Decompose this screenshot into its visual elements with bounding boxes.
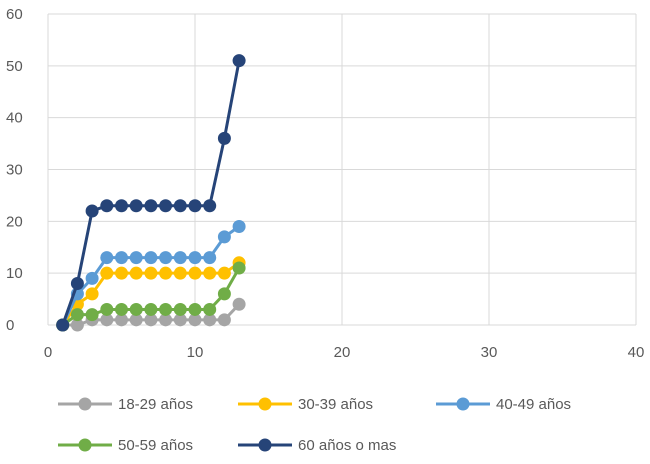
data-point [144,302,158,316]
data-point [173,266,187,280]
y-tick-label: 10 [6,265,23,282]
data-point [188,251,202,265]
data-point [173,251,187,265]
legend-item: 18-29 años [58,396,193,413]
data-point [217,313,231,327]
data-point [115,313,128,327]
data-point [188,313,202,327]
legend-item: 60 años o mas [238,437,396,454]
legend-marker [456,397,470,411]
legend-marker [258,438,272,452]
y-tick-label: 30 [6,162,23,179]
data-point [159,313,173,327]
data-point [203,302,217,316]
data-point [159,302,173,316]
data-point [203,313,217,327]
x-tick-label: 0 [44,344,52,361]
data-point [100,266,114,280]
data-point [144,251,158,265]
data-point [217,287,231,301]
data-point [100,251,114,265]
data-point [129,199,143,213]
data-point [232,261,246,275]
data-point [70,308,84,322]
data-point [85,308,99,322]
legend-label: 30-39 años [298,396,373,413]
data-point [129,266,143,280]
legend-label: 40-49 años [496,396,571,413]
data-point [100,199,114,213]
data-point [188,302,202,316]
data-point [115,302,128,316]
data-point [115,199,128,213]
legend: 18-29 años 30-39 años 40-49 años 50-59 años… [58,396,571,454]
legend-item: 40-49 años [436,396,571,413]
y-tick-label: 50 [6,58,23,75]
data-point [70,277,84,291]
data-point [173,313,187,327]
y-tick-label: 40 [6,110,23,127]
data-point [129,302,143,316]
y-tick-label: 60 [6,6,23,23]
data-point [70,318,84,332]
x-tick-label: 10 [187,344,204,361]
data-point [100,302,114,316]
legend-marker [258,397,272,411]
data-point [232,54,246,68]
data-point [115,266,128,280]
x-tick-label: 40 [628,344,645,361]
series-line [61,60,241,326]
y-tick-label: 20 [6,213,23,230]
data-point [159,199,173,213]
data-point [232,220,246,234]
data-point [203,266,217,280]
series-group [56,54,246,332]
data-point [56,318,70,332]
y-tick-label: 0 [6,317,14,334]
data-point [188,266,202,280]
legend-label: 60 años o mas [298,437,396,454]
legend-item: 30-39 años [238,396,373,413]
data-point [232,297,246,311]
x-tick-label: 30 [481,344,498,361]
data-point [203,199,217,213]
data-point [173,302,187,316]
data-point [173,199,187,213]
data-point [217,266,231,280]
data-point [188,199,202,213]
axes: 0 10 20 30 40 50 60 0 10 20 30 40 [6,6,644,361]
series-4 [56,54,246,332]
data-point [144,199,158,213]
data-point [115,251,128,265]
legend-label: 50-59 años [118,437,193,454]
data-point [159,251,173,265]
data-point [217,131,231,145]
data-point [129,313,143,327]
series-3 [56,261,246,332]
x-tick-label: 20 [334,344,351,361]
data-point [85,204,99,218]
legend-label: 18-29 años [118,396,193,413]
data-point [85,271,99,285]
data-point [217,230,231,244]
data-point [159,266,173,280]
legend-marker [78,397,92,411]
data-point [203,251,217,265]
legend-item: 50-59 años [58,437,193,454]
data-point [144,266,158,280]
data-point [144,313,158,327]
data-point [129,251,143,265]
legend-marker [78,438,92,452]
data-point [85,287,99,301]
data-point [100,313,114,327]
